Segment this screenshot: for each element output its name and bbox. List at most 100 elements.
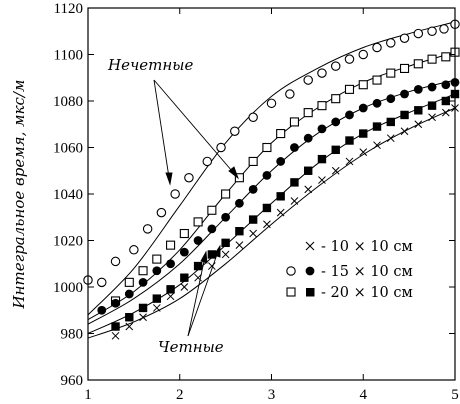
point-square-filled <box>207 250 217 259</box>
y-axis-title: Интегральное время, мкс/м <box>10 80 28 310</box>
point-square-filled <box>166 285 175 294</box>
point-square-open <box>344 84 355 94</box>
point-circle-filled <box>345 110 354 120</box>
point-cross-stroke <box>111 331 120 340</box>
point-circle-open <box>142 224 153 234</box>
point-square-filled <box>235 227 244 236</box>
point-cross <box>428 113 436 122</box>
point-cross <box>208 262 216 270</box>
x-tick-label: 3 <box>268 387 276 403</box>
point-cross-stroke <box>304 185 313 194</box>
point-circle-filled <box>358 103 368 113</box>
point-circle-open <box>372 42 382 53</box>
y-tick-label: 1120 <box>54 1 83 17</box>
point-square-filled <box>276 192 285 201</box>
point-circle-open <box>184 172 194 183</box>
point-square-open <box>317 101 327 111</box>
legend-marker-circle-filled <box>305 266 315 276</box>
point-circle-filled <box>124 289 134 299</box>
point-circle-filled <box>413 84 423 94</box>
point-circle-filled <box>276 157 286 166</box>
point-cross-stroke <box>400 127 409 136</box>
point-circle-filled <box>427 82 437 92</box>
y-tick-label: 960 <box>61 373 84 389</box>
point-cross <box>249 229 258 238</box>
point-circle-open <box>330 61 341 71</box>
axis-ticks <box>87 7 456 381</box>
point-circle-open <box>110 256 121 267</box>
point-square-open <box>331 94 341 104</box>
point-square-open <box>441 52 451 62</box>
annotation-even-arrows <box>187 244 221 337</box>
point-square-filled <box>304 166 313 175</box>
x-tick-label: 2 <box>176 387 184 403</box>
point-circle-open <box>344 54 355 64</box>
point-cross-stroke <box>180 283 189 291</box>
annotation-odd-arrows <box>153 79 239 186</box>
point-square-filled <box>400 110 409 120</box>
point-cross <box>441 108 450 117</box>
point-circle-open <box>285 89 295 99</box>
point-cross <box>263 220 271 229</box>
point-circle-open <box>170 189 180 199</box>
tick-labels: 1 2 3 4 5 960 980 1000 1020 1040 1060 1080 1100 1120 <box>53 1 459 403</box>
point-square-filled <box>152 294 162 303</box>
point-cross-stroke <box>125 322 134 331</box>
point-circle-filled <box>317 124 327 134</box>
point-cross <box>386 134 395 143</box>
point-cross <box>125 322 134 331</box>
annotation-odd: Нечетные <box>107 56 193 74</box>
point-cross-stroke <box>290 197 299 205</box>
point-square-filled <box>331 145 340 155</box>
point-cross-stroke <box>318 176 326 184</box>
point-circle-open <box>427 26 437 36</box>
point-square-open <box>124 277 134 287</box>
point-circle-open <box>439 24 449 34</box>
point-square-filled <box>193 261 203 271</box>
annotation-even: Четные <box>158 338 224 356</box>
point-square-open <box>138 266 148 276</box>
point-circle-filled <box>234 198 244 208</box>
point-square-open <box>372 75 382 85</box>
point-cross-stroke <box>235 241 244 250</box>
point-circle-filled <box>111 298 120 308</box>
point-square-filled <box>386 117 395 127</box>
point-square-open <box>358 80 368 90</box>
point-square-filled <box>317 154 327 164</box>
point-square-filled <box>290 178 299 187</box>
point-circle-open <box>399 33 410 43</box>
point-square-filled <box>262 203 272 213</box>
x-tick-label: 1 <box>84 387 92 403</box>
y-tick-label: 1100 <box>54 48 83 64</box>
point-square-open <box>413 59 423 69</box>
point-square-open <box>276 129 286 139</box>
point-square-filled <box>441 96 451 106</box>
point-circle-filled <box>166 259 175 269</box>
point-square-open <box>248 156 258 166</box>
point-square-open <box>289 117 299 127</box>
point-cross <box>152 304 161 312</box>
point-circle-open <box>413 28 424 39</box>
point-circle-filled <box>372 98 382 108</box>
legend-marker-square-open <box>286 287 296 297</box>
legend-marker-square-filled <box>306 288 315 297</box>
point-square-filled <box>414 106 423 115</box>
point-square-open <box>427 54 437 64</box>
point-cross-stroke <box>166 292 175 301</box>
point-cross-stroke <box>152 304 161 312</box>
point-cross-stroke <box>441 108 450 117</box>
point-square-filled <box>111 322 120 331</box>
point-square-filled <box>359 129 368 138</box>
point-square-open <box>303 108 313 118</box>
y-tick-label: 980 <box>61 327 84 343</box>
point-square-filled <box>372 122 382 131</box>
fit-curve <box>87 107 456 339</box>
point-square-open <box>386 68 396 78</box>
fit-curve <box>87 93 456 334</box>
point-circle-open <box>358 49 368 60</box>
point-cross <box>414 120 423 129</box>
point-cross <box>166 292 175 301</box>
legend-item-10x10: - 10 × 10 см <box>305 239 413 255</box>
point-circle-open <box>156 207 167 218</box>
point-circle-open <box>230 126 240 136</box>
